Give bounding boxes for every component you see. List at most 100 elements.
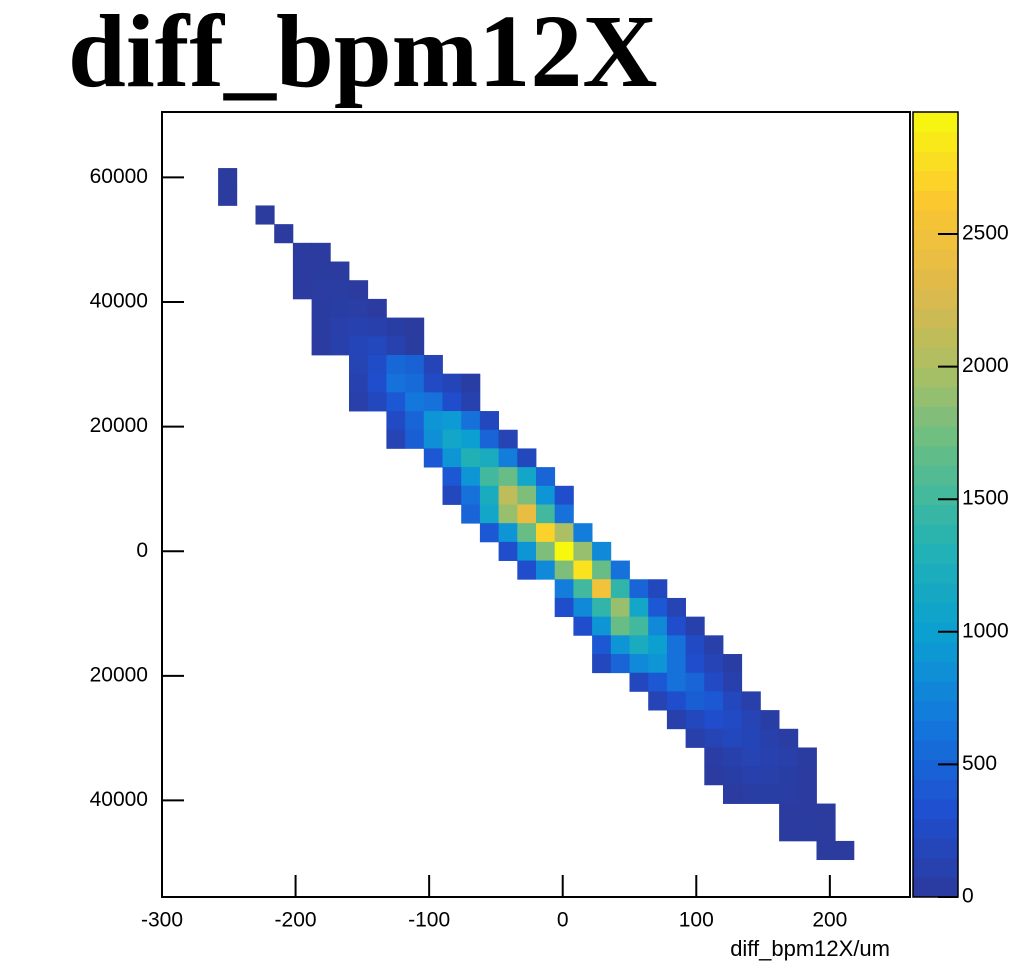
cell (367, 373, 387, 393)
x-tick-label: -100 (408, 909, 450, 932)
colorbar-band (913, 327, 958, 348)
cell (330, 280, 350, 300)
cell (741, 784, 761, 804)
cell (723, 710, 743, 730)
cell (479, 485, 499, 505)
cell (218, 168, 238, 188)
cell (292, 242, 312, 262)
plot-frame (161, 111, 911, 898)
cell (461, 411, 481, 431)
cell (779, 803, 799, 823)
z-tick-label: 2000 (962, 354, 1009, 377)
cell (517, 523, 537, 543)
cell (349, 336, 369, 356)
cell (442, 485, 462, 505)
cell (311, 280, 331, 300)
cell (723, 672, 743, 692)
cell (405, 373, 425, 393)
cell (816, 803, 836, 823)
cell (442, 411, 462, 431)
colorbar-band (913, 269, 958, 290)
cell (405, 336, 425, 356)
cell (498, 504, 518, 524)
cell (760, 747, 780, 767)
cell (349, 392, 369, 412)
colorbar-band (913, 818, 958, 839)
cell (255, 205, 275, 225)
colorbar-band (913, 151, 958, 172)
colorbar-band (913, 857, 958, 878)
cell (610, 579, 630, 599)
cell (554, 597, 574, 618)
cells (218, 168, 855, 861)
cell (554, 541, 574, 561)
cell (386, 373, 406, 393)
cell (610, 560, 630, 580)
cell (573, 560, 593, 580)
cell (330, 298, 350, 318)
colorbar-band (913, 720, 958, 741)
colorbar-band (913, 641, 958, 662)
cell (797, 766, 817, 786)
cell (573, 523, 593, 543)
cell (648, 672, 668, 692)
y-tick-label: 20000 (90, 663, 148, 686)
colorbar-band (913, 426, 958, 447)
colorbar-band (913, 229, 958, 250)
colorbar-band (913, 583, 958, 604)
cell (610, 597, 630, 618)
cell (685, 672, 705, 692)
z-tick-label: 1500 (962, 487, 1009, 510)
y-tick-label: 60000 (90, 165, 148, 188)
cell (723, 747, 743, 767)
cell (592, 597, 612, 618)
y-tick-label: 20000 (90, 414, 148, 437)
colorbar-band (913, 347, 958, 368)
cell (311, 261, 331, 281)
cell (442, 373, 462, 393)
cell (610, 654, 630, 674)
cell (723, 766, 743, 786)
colorbar-band (913, 524, 958, 545)
colorbar-band (913, 661, 958, 682)
cell (461, 485, 481, 505)
colorbar-band (913, 170, 958, 191)
cell (349, 354, 369, 375)
cell (554, 485, 574, 505)
colorbar-band (913, 759, 958, 780)
cell (797, 747, 817, 767)
colorbar-band (913, 543, 958, 564)
cell (685, 728, 705, 748)
cell (536, 467, 556, 487)
cell (517, 560, 537, 580)
colorbar-band (913, 877, 958, 898)
cell (685, 616, 705, 636)
cell (760, 784, 780, 804)
cell (779, 822, 799, 842)
cell (498, 467, 518, 487)
cell (274, 224, 294, 244)
x-tick-label: -200 (275, 909, 317, 932)
cell (779, 747, 799, 767)
cell (442, 429, 462, 449)
cell (704, 691, 724, 711)
cell (386, 336, 406, 356)
cell (704, 766, 724, 786)
colorbar-band (913, 563, 958, 584)
cell (573, 541, 593, 561)
cell (461, 467, 481, 487)
cell (685, 710, 705, 730)
colorbar-band (913, 484, 958, 505)
cell (573, 616, 593, 636)
z-tick-label: 2500 (962, 222, 1009, 245)
cell (779, 728, 799, 748)
cell (723, 654, 743, 674)
cell (517, 485, 537, 505)
cell (479, 467, 499, 487)
cell (554, 504, 574, 524)
cell (610, 635, 630, 655)
cell (666, 597, 686, 618)
cell (386, 411, 406, 431)
cell (704, 747, 724, 767)
